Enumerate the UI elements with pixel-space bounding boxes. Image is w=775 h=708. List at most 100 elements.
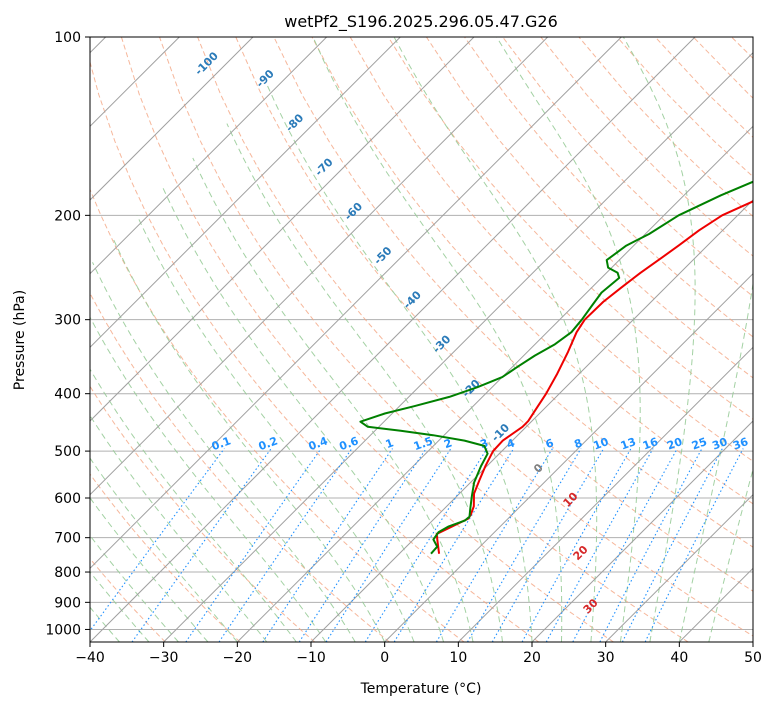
y-tick-label: 100	[54, 30, 81, 46]
mixing-ratio-label: 1	[384, 436, 396, 451]
moist-adiabat	[90, 457, 238, 642]
chart-title: wetPf2_S196.2025.296.05.47.G26	[284, 12, 558, 32]
isotherm-label: -80	[283, 111, 306, 134]
mixing-ratio-line	[262, 448, 393, 642]
moist-adiabat	[113, 239, 386, 642]
x-tick-label: −40	[75, 650, 105, 666]
mixing-ratio-label: 10	[592, 435, 611, 453]
mixing-ratio-line	[218, 448, 353, 642]
y-axis-label: Pressure (hPa)	[12, 290, 28, 390]
dry-adiabat	[464, 37, 753, 338]
isotherm-label: -30	[430, 332, 453, 355]
moist-adiabat	[266, 83, 533, 642]
mixing-ratio-label: 30	[710, 435, 729, 453]
moist-adiabat	[92, 262, 356, 642]
moist-adiabat	[192, 157, 474, 642]
mixing-ratio-line	[393, 448, 515, 642]
x-tick-label: −10	[296, 650, 326, 666]
isotherm	[90, 37, 328, 275]
mixing-ratio-label: 13	[619, 435, 638, 452]
dry-adiabat	[197, 37, 753, 637]
mixing-ratio-line	[467, 448, 582, 642]
dry-adiabat	[578, 37, 753, 218]
mixing-ratio-line	[298, 448, 427, 642]
moist-adiabat	[136, 215, 415, 642]
moist-adiabat	[226, 123, 503, 642]
isotherm	[310, 199, 753, 642]
mixing-ratio-label: 0.6	[338, 434, 361, 453]
mixing-ratio-label: 3	[478, 436, 490, 451]
y-tick-label: 400	[54, 387, 81, 403]
dewpoint-line	[359, 180, 753, 555]
mixing-ratio-lines	[90, 448, 744, 642]
mixing-ratio-line	[185, 448, 322, 642]
isotherm	[90, 37, 549, 496]
isotherm	[384, 272, 753, 642]
isotherm-label: 30	[581, 596, 601, 616]
x-tick-label: 20	[523, 650, 541, 666]
x-tick-label: −20	[223, 650, 253, 666]
moist-adiabat	[90, 606, 120, 642]
mixing-ratio-label: 16	[641, 435, 660, 453]
dry-adiabats	[90, 37, 753, 642]
isotherm	[605, 493, 753, 642]
y-tick-label: 800	[54, 565, 81, 581]
mixing-ratio-label: 6	[544, 436, 556, 451]
dry-adiabat	[692, 37, 753, 99]
y-tick-label: 300	[54, 313, 81, 329]
mixing-ratio-line	[491, 448, 605, 642]
mixing-ratio-label: 0.2	[257, 434, 280, 453]
y-tick-label: 700	[54, 531, 81, 547]
y-tick-label: 200	[54, 208, 81, 224]
x-tick-label: 0	[380, 650, 389, 666]
mixing-ratio-line	[90, 448, 225, 632]
mixing-ratio-label: 4	[505, 436, 517, 451]
dry-adiabat	[90, 473, 241, 642]
mixing-ratio-label: 0.1	[210, 434, 233, 453]
dry-adiabat	[159, 37, 689, 642]
isotherm	[90, 37, 401, 349]
mixing-ratio-line	[325, 448, 452, 642]
moist-adiabat	[708, 467, 753, 642]
x-tick-label: 40	[670, 650, 688, 666]
axis-ticks: −40 −30 −20 −10 0 10 20 30 40 5010020030040050060…	[45, 30, 762, 666]
profile-series	[359, 180, 753, 555]
dry-adiabat	[235, 37, 753, 592]
mixing-ratio-label: 36	[731, 435, 750, 453]
isotherm	[90, 37, 696, 642]
isotherm	[457, 346, 753, 642]
plot-frame	[89, 36, 754, 643]
y-tick-label: 900	[54, 595, 81, 611]
isotherm-label: 20	[571, 543, 591, 563]
isotherms	[90, 37, 753, 642]
isotherm-label: -70	[312, 155, 335, 178]
x-axis-label: Temperature (°C)	[360, 681, 482, 697]
temperature-line	[435, 200, 753, 554]
mixing-ratio-line	[364, 448, 488, 642]
x-tick-label: 10	[449, 650, 467, 666]
mixing-ratio-label: 8	[572, 436, 584, 451]
mixing-ratio-line	[572, 448, 678, 642]
isotherm-label: -60	[342, 200, 365, 223]
dry-adiabat	[120, 37, 614, 642]
y-tick-label: 1000	[45, 622, 81, 638]
isotherm	[531, 420, 753, 642]
moist-adiabat	[312, 37, 563, 642]
moist-adiabat	[90, 316, 327, 642]
dry-adiabat	[90, 292, 390, 642]
mixing-ratio-label: 20	[665, 435, 684, 453]
isotherm-label: -40	[401, 288, 424, 311]
pressure-gridlines	[90, 37, 753, 630]
isotherm	[90, 37, 254, 201]
dry-adiabat	[654, 37, 753, 138]
mixing-ratio-line	[599, 448, 703, 642]
x-tick-label: 50	[744, 650, 762, 666]
moist-adiabat	[393, 37, 598, 642]
moist-adiabat	[496, 37, 641, 642]
mixing-ratio-line	[644, 448, 744, 642]
moist-adiabat	[162, 187, 445, 642]
moist-adiabat	[622, 37, 696, 642]
mixing-ratio-label: 0.4	[307, 434, 330, 453]
isotherm	[752, 641, 753, 642]
mixing-ratio-label: 2	[442, 436, 454, 451]
